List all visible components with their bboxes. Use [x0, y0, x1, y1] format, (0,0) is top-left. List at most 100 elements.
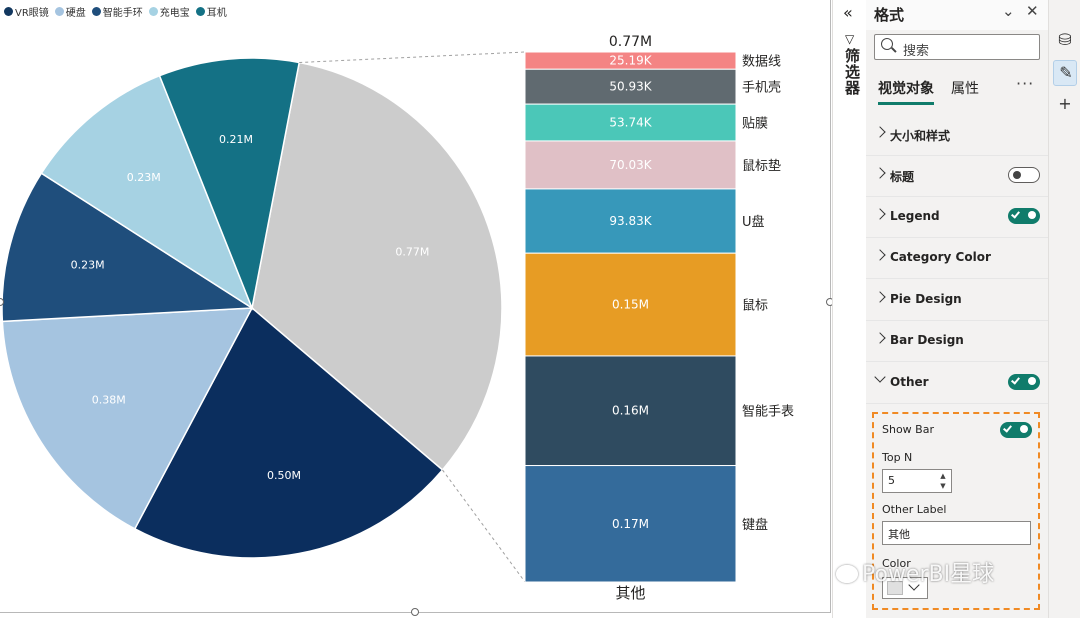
- chevron-right-icon: [874, 126, 886, 138]
- add-pane-button[interactable]: +: [1053, 92, 1077, 118]
- legend-dot: [148, 7, 158, 16]
- pie-slice[interactable]: [40, 74, 254, 310]
- top-n-label: Top N: [882, 451, 913, 464]
- toggle-knob: [1013, 171, 1021, 179]
- color-picker[interactable]: [882, 577, 928, 599]
- bar-segment[interactable]: [524, 465, 737, 583]
- pie-slice-label: 0.23M: [127, 171, 161, 184]
- pie-bar-chart[interactable]: 0.77M 0.50M 0.38M 0.23M 0.23M 0.21M 25.19K 数据线…: [0, 0, 832, 618]
- chevron-right-icon: [874, 208, 886, 220]
- toggle-knob: [1028, 377, 1036, 385]
- section-title[interactable]: 标题: [866, 157, 1048, 197]
- bar-segment[interactable]: [524, 355, 737, 467]
- pie-slice-label: 0.23M: [71, 259, 105, 272]
- section-label: Pie Design: [890, 292, 962, 306]
- bar-category-name: 智能手表: [742, 405, 794, 420]
- bar-segment-label: 93.83K: [609, 214, 652, 228]
- pie-slice[interactable]: [251, 61, 503, 471]
- report-canvas[interactable]: 0.77M 0.50M 0.38M 0.23M 0.23M 0.21M 25.19K 数据线…: [0, 0, 834, 618]
- check-icon: [1003, 423, 1012, 433]
- section-other[interactable]: Other: [866, 364, 1048, 404]
- funnel-icon: ▽: [845, 32, 855, 46]
- pie-slice[interactable]: [158, 57, 301, 311]
- pie-slice[interactable]: [1, 172, 255, 323]
- filters-pane-collapsed[interactable]: « ▽ 筛选器: [832, 0, 866, 618]
- legend-dot: [4, 7, 13, 16]
- other-toggle[interactable]: [1008, 374, 1040, 390]
- format-pane-button[interactable]: ✎: [1053, 60, 1077, 86]
- search-placeholder: 搜索: [903, 44, 930, 59]
- legend-dot: [54, 7, 64, 16]
- bar-category-name: 贴膜: [742, 117, 768, 132]
- bar-segment[interactable]: [524, 103, 737, 142]
- section-legend[interactable]: Legend: [866, 198, 1048, 238]
- close-icon[interactable]: ✕: [1026, 2, 1039, 20]
- bar-category-name: 数据线: [742, 55, 781, 70]
- legend-toggle[interactable]: [1008, 208, 1040, 224]
- watermark-text: PowerBI星球: [862, 562, 995, 587]
- bar-segment-label: 25.19K: [609, 54, 652, 68]
- format-pane: 格式 ⌄ ✕ 搜索 视觉对象 属性 ··· 大小和样式 标题 Legend Ca…: [866, 0, 1048, 618]
- legend-item[interactable]: 耳机: [195, 4, 227, 19]
- chevron-up-icon[interactable]: ▲: [940, 472, 946, 480]
- section-label: 大小和样式: [890, 129, 951, 143]
- bar-segment-label: 50.93K: [609, 80, 652, 94]
- chevron-down-icon[interactable]: ⌄: [1002, 2, 1015, 20]
- section-label: Other: [890, 375, 929, 389]
- paint-brush-icon: ✎: [1059, 63, 1073, 82]
- legend-item[interactable]: 充电宝: [148, 4, 190, 19]
- section-category-color[interactable]: Category Color: [866, 239, 1048, 279]
- chevron-down-icon[interactable]: ▼: [940, 482, 946, 490]
- pie-chart: 0.77M 0.50M 0.38M 0.23M 0.23M 0.21M: [1, 57, 503, 559]
- pane-switcher-rail: ⛁ ✎ +: [1048, 0, 1080, 618]
- bar-segment[interactable]: [524, 252, 737, 357]
- wechat-icon: [836, 565, 858, 583]
- section-bar-design[interactable]: Bar Design: [866, 322, 1048, 362]
- bar-segment[interactable]: [524, 68, 737, 105]
- resize-handle-bottom[interactable]: [411, 608, 419, 616]
- plus-icon: +: [1058, 94, 1072, 113]
- watermark: PowerBI星球: [836, 556, 994, 588]
- tab-general[interactable]: 属性: [951, 81, 979, 97]
- chevron-down-icon: [874, 371, 886, 383]
- format-tabs: 视觉对象 属性 ···: [866, 74, 1048, 105]
- legend-label: 耳机: [206, 8, 227, 19]
- database-icon: ⛁: [1058, 30, 1072, 49]
- more-options-icon[interactable]: ···: [1016, 74, 1035, 93]
- pie-slice[interactable]: [1, 307, 254, 530]
- bar-segment[interactable]: [524, 140, 737, 190]
- bar-total-label: 0.77M: [609, 34, 652, 50]
- filters-label[interactable]: 筛选器: [843, 48, 861, 96]
- bar-segment-label: 0.16M: [612, 404, 649, 418]
- show-bar-label: Show Bar: [882, 423, 934, 436]
- top-n-stepper[interactable]: 5 ▲ ▼: [882, 469, 952, 493]
- tab-visual[interactable]: 视觉对象: [878, 78, 934, 105]
- bar-segment-label: 0.15M: [612, 298, 649, 312]
- section-pie-design[interactable]: Pie Design: [866, 281, 1048, 321]
- top-n-value: 5: [888, 474, 895, 487]
- section-size-style[interactable]: 大小和样式: [866, 116, 1048, 156]
- section-label: Legend: [890, 209, 940, 223]
- search-input[interactable]: 搜索: [874, 34, 1040, 60]
- bar-segment[interactable]: [524, 188, 737, 254]
- legend-item[interactable]: VR眼镜: [4, 4, 49, 19]
- bar-segment-label: 0.17M: [612, 517, 649, 531]
- chevron-right-icon: [874, 249, 886, 261]
- chevron-right-icon: [874, 332, 886, 344]
- show-bar-toggle[interactable]: [1000, 422, 1032, 438]
- pie-slice-label: 0.38M: [92, 393, 126, 406]
- bar-segment-label: 53.74K: [609, 116, 652, 130]
- data-pane-button[interactable]: ⛁: [1053, 28, 1077, 54]
- search-icon: [881, 38, 893, 50]
- connector-lines: [299, 51, 526, 583]
- other-label-input[interactable]: 其他: [882, 521, 1031, 545]
- legend-item[interactable]: 硬盘: [54, 4, 86, 19]
- legend-item[interactable]: 智能手环: [91, 4, 143, 19]
- pie-slice-label: 0.77M: [395, 246, 429, 259]
- pie-slice[interactable]: [133, 306, 444, 559]
- double-chevron-left-icon[interactable]: «: [843, 3, 853, 22]
- color-swatch: [887, 581, 903, 595]
- other-label-value: 其他: [888, 528, 910, 541]
- title-toggle[interactable]: [1008, 167, 1040, 183]
- chart-legend: VR眼镜 硬盘 智能手环 充电宝 耳机: [4, 4, 227, 19]
